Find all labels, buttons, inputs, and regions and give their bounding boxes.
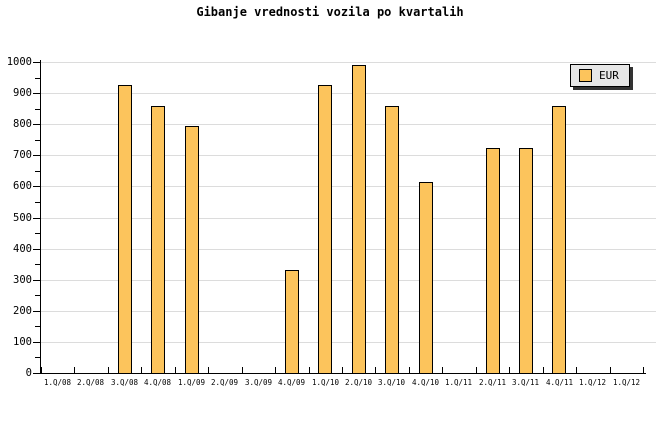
x-axis-label: 4.Q/08 [143, 378, 172, 387]
y-axis-minor-tick [35, 202, 40, 203]
y-axis-label: 900 [13, 87, 32, 99]
y-axis-label: 600 [13, 180, 32, 192]
legend-label-eur: EUR [599, 69, 619, 82]
bar-4.Q/09 [285, 270, 299, 374]
bar-1.Q/09 [185, 126, 199, 374]
x-axis-line [40, 373, 646, 374]
y-axis-minor-tick [35, 295, 40, 296]
x-axis-tick [309, 367, 310, 373]
gridline [41, 218, 656, 219]
x-axis-tick [509, 367, 510, 373]
gridline [41, 280, 656, 281]
x-axis-label: 2.Q/10 [344, 378, 373, 387]
x-axis-label: 3.Q/08 [110, 378, 139, 387]
x-axis-label: 1.Q/10 [311, 378, 340, 387]
x-axis-tick [41, 367, 42, 373]
x-axis-tick [175, 367, 176, 373]
y-axis-label: 200 [13, 305, 32, 317]
gridline [41, 249, 656, 250]
bar-4.Q/08 [151, 106, 165, 374]
x-axis-tick [74, 367, 75, 373]
y-axis-line [40, 60, 41, 374]
y-axis-minor-tick [35, 357, 40, 358]
y-axis-label: 0 [25, 367, 32, 379]
chart-title: Gibanje vrednosti vozila po kvartalih [196, 5, 464, 19]
gridline [41, 186, 656, 187]
y-axis-label: 500 [13, 212, 32, 224]
x-axis-label: 2.Q/11 [478, 378, 507, 387]
x-axis-tick [543, 367, 544, 373]
y-axis-label: 100 [13, 336, 32, 348]
gridline [41, 155, 656, 156]
y-axis-minor-tick [35, 78, 40, 79]
bar-1.Q/10 [318, 85, 332, 374]
y-axis-major-tick [33, 186, 40, 187]
x-axis-label: 1.Q/12 [578, 378, 607, 387]
bar-3.Q/10 [385, 106, 399, 374]
x-axis-label: 2.Q/09 [210, 378, 239, 387]
eur-series-swatch [579, 69, 592, 82]
y-axis-major-tick [33, 124, 40, 125]
bar-4.Q/10 [419, 182, 433, 374]
x-axis-label: 4.Q/09 [277, 378, 306, 387]
y-axis-major-tick [33, 249, 40, 250]
x-axis-tick [242, 367, 243, 373]
y-axis-minor-tick [35, 171, 40, 172]
x-axis-label: 3.Q/11 [511, 378, 540, 387]
x-axis-tick [610, 367, 611, 373]
y-axis-minor-tick [35, 233, 40, 234]
legend: EUR [570, 64, 630, 87]
gridline [41, 342, 656, 343]
x-axis-label: 1.Q/11 [444, 378, 473, 387]
y-axis-major-tick [33, 311, 40, 312]
y-axis-major-tick [33, 342, 40, 343]
y-axis-minor-tick [35, 264, 40, 265]
x-axis-label: 4.Q/11 [545, 378, 574, 387]
gridline [41, 93, 656, 94]
x-axis-tick [375, 367, 376, 373]
y-axis-label: 700 [13, 149, 32, 161]
x-axis-tick [442, 367, 443, 373]
y-axis-label: 1000 [6, 56, 32, 68]
y-axis-major-tick [33, 155, 40, 156]
x-axis-tick [476, 367, 477, 373]
x-axis-tick [208, 367, 209, 373]
bar-3.Q/08 [118, 85, 132, 374]
x-axis-tick [576, 367, 577, 373]
y-axis-label: 400 [13, 243, 32, 255]
x-axis-tick [141, 367, 142, 373]
y-axis-major-tick [33, 62, 40, 63]
bar-3.Q/11 [519, 148, 533, 374]
x-axis-tick [643, 367, 644, 373]
x-axis-label: 3.Q/09 [244, 378, 273, 387]
y-axis-label: 300 [13, 274, 32, 286]
y-axis-minor-tick [35, 140, 40, 141]
bar-2.Q/10 [352, 65, 366, 374]
x-axis-label: 1.Q/08 [43, 378, 72, 387]
gridline [41, 62, 656, 63]
x-axis-tick [409, 367, 410, 373]
gridline [41, 311, 656, 312]
x-axis-label: 1.Q/09 [177, 378, 206, 387]
y-axis-major-tick [33, 373, 40, 374]
y-axis-major-tick [33, 93, 40, 94]
y-axis-minor-tick [35, 326, 40, 327]
bar-2.Q/11 [486, 148, 500, 374]
x-axis-label: 1.Q/12 [612, 378, 641, 387]
x-axis-label: 2.Q/08 [76, 378, 105, 387]
y-axis-minor-tick [35, 109, 40, 110]
x-axis-label: 3.Q/10 [377, 378, 406, 387]
bar-4.Q/11 [552, 106, 566, 374]
x-axis-label: 4.Q/10 [411, 378, 440, 387]
y-axis-major-tick [33, 280, 40, 281]
x-axis-tick [108, 367, 109, 373]
y-axis-label: 800 [13, 118, 32, 130]
x-axis-tick [275, 367, 276, 373]
x-axis-tick [342, 367, 343, 373]
y-axis-major-tick [33, 218, 40, 219]
gridline [41, 124, 656, 125]
